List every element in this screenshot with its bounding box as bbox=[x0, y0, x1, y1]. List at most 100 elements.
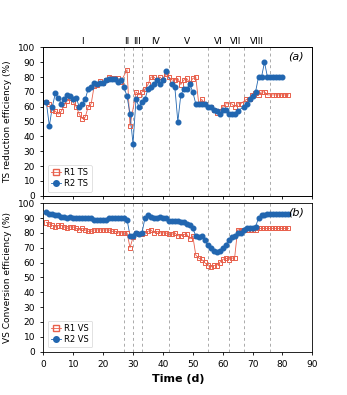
Point bbox=[166, 218, 172, 224]
Point bbox=[184, 86, 189, 92]
Point bbox=[136, 92, 142, 98]
Point bbox=[202, 101, 208, 107]
Point bbox=[74, 215, 79, 221]
Point bbox=[229, 111, 235, 117]
Point bbox=[142, 96, 148, 102]
Point bbox=[265, 225, 270, 231]
Point bbox=[247, 96, 252, 102]
Point bbox=[56, 95, 61, 101]
Point bbox=[112, 75, 118, 82]
Point bbox=[181, 231, 187, 237]
Point bbox=[145, 212, 151, 218]
Point bbox=[277, 92, 282, 98]
Point bbox=[100, 80, 106, 86]
Point bbox=[214, 262, 219, 269]
Point bbox=[98, 78, 103, 85]
Point bbox=[112, 228, 118, 235]
Point bbox=[91, 227, 97, 233]
X-axis label: Time (d): Time (d) bbox=[152, 374, 204, 384]
Point bbox=[190, 233, 196, 239]
Point bbox=[232, 103, 237, 110]
Point bbox=[85, 228, 91, 235]
Point bbox=[184, 231, 189, 237]
Point bbox=[124, 230, 130, 236]
Point bbox=[193, 74, 198, 80]
Point bbox=[127, 233, 133, 239]
Point bbox=[109, 75, 115, 82]
Point bbox=[127, 245, 133, 251]
Point bbox=[145, 81, 151, 88]
Point bbox=[282, 225, 288, 231]
Point bbox=[282, 211, 288, 217]
Point bbox=[256, 215, 261, 221]
Point bbox=[121, 84, 127, 90]
Point bbox=[157, 230, 163, 236]
Point bbox=[196, 255, 202, 261]
Point bbox=[76, 111, 82, 117]
Point bbox=[238, 230, 243, 236]
Point bbox=[253, 224, 258, 230]
Point bbox=[145, 86, 151, 92]
Point bbox=[202, 260, 208, 266]
Point bbox=[130, 233, 136, 239]
Point bbox=[44, 99, 49, 105]
Point bbox=[115, 75, 121, 82]
Point bbox=[196, 101, 202, 107]
Point bbox=[83, 227, 88, 233]
Point bbox=[83, 114, 88, 120]
Point bbox=[115, 215, 121, 221]
Point bbox=[208, 245, 213, 251]
Point bbox=[67, 93, 73, 100]
Point bbox=[61, 224, 67, 230]
Point bbox=[61, 96, 67, 102]
Point bbox=[59, 101, 64, 107]
Point bbox=[271, 211, 276, 217]
Point bbox=[44, 209, 49, 215]
Point bbox=[220, 256, 226, 263]
Point bbox=[268, 225, 273, 231]
Point bbox=[193, 101, 198, 107]
Point bbox=[94, 216, 100, 223]
Point bbox=[175, 75, 180, 82]
Point bbox=[79, 115, 85, 122]
Text: (b): (b) bbox=[288, 208, 304, 218]
Y-axis label: VS Conversion efficiency (%): VS Conversion efficiency (%) bbox=[3, 212, 12, 343]
Point bbox=[196, 101, 202, 107]
Point bbox=[67, 95, 73, 101]
Point bbox=[244, 96, 249, 102]
Point bbox=[277, 225, 282, 231]
Point bbox=[124, 66, 130, 73]
Point bbox=[83, 215, 88, 221]
Point bbox=[238, 227, 243, 233]
Point bbox=[247, 227, 252, 233]
Point bbox=[85, 86, 91, 92]
Point bbox=[172, 230, 178, 236]
Point bbox=[181, 219, 187, 226]
Point bbox=[136, 231, 142, 237]
Point bbox=[199, 96, 204, 102]
Point bbox=[94, 81, 100, 88]
Point bbox=[65, 215, 70, 221]
Point bbox=[286, 92, 291, 98]
Point bbox=[217, 260, 222, 266]
Point bbox=[205, 262, 211, 269]
Point bbox=[154, 77, 160, 83]
Point bbox=[100, 216, 106, 223]
Point bbox=[229, 255, 235, 261]
Point bbox=[271, 74, 276, 80]
Point bbox=[98, 216, 103, 223]
Point bbox=[265, 74, 270, 80]
Point bbox=[148, 227, 154, 233]
Point bbox=[178, 81, 184, 88]
Point bbox=[274, 92, 279, 98]
Point bbox=[100, 80, 106, 86]
Point bbox=[208, 264, 213, 270]
Point bbox=[205, 103, 211, 110]
Point bbox=[85, 103, 91, 110]
Point bbox=[154, 215, 160, 221]
Text: (a): (a) bbox=[289, 52, 304, 62]
Point bbox=[277, 211, 282, 217]
Point bbox=[274, 74, 279, 80]
Point bbox=[244, 227, 249, 233]
Point bbox=[205, 242, 211, 248]
